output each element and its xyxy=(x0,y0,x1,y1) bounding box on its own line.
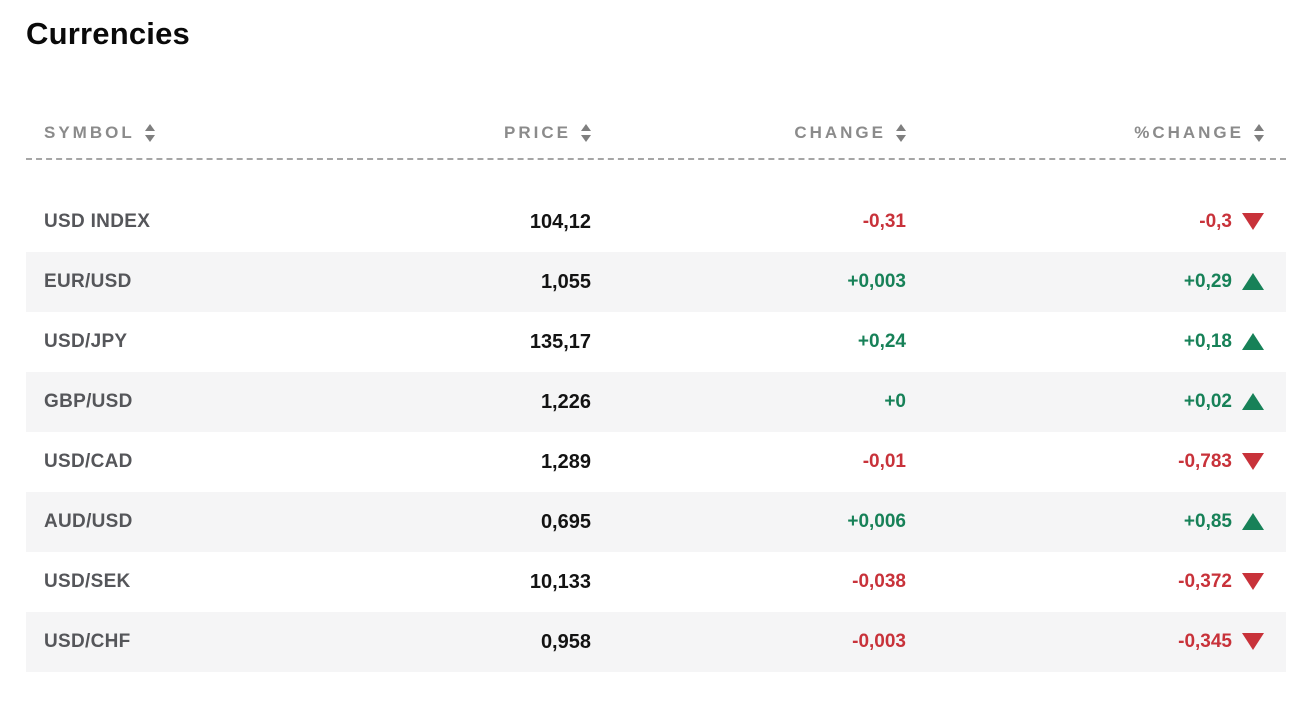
column-header-pct-change[interactable]: %CHANGE xyxy=(906,123,1286,143)
column-header-price[interactable]: PRICE xyxy=(341,123,591,143)
symbol-cell: AUD/USD xyxy=(44,511,133,532)
column-header-change[interactable]: CHANGE xyxy=(591,123,906,143)
triangle-up-icon xyxy=(1242,272,1264,290)
column-header-pct-change-label: %CHANGE xyxy=(1134,123,1244,142)
symbol-cell: USD/CAD xyxy=(44,451,133,472)
table-row[interactable]: EUR/USD 1,055 +0,003 +0,29 xyxy=(26,252,1286,312)
pct-change-cell: -0,783 xyxy=(906,451,1286,473)
symbol-cell: USD INDEX xyxy=(44,211,151,232)
column-header-price-label: PRICE xyxy=(504,123,571,142)
pct-change-value: -0,3 xyxy=(1199,211,1232,232)
change-cell: +0 xyxy=(884,391,906,412)
pct-change-value: +0,29 xyxy=(1183,271,1232,292)
pct-change-value: +0,85 xyxy=(1183,511,1232,532)
pct-change-cell: -0,372 xyxy=(906,571,1286,593)
sort-arrows-icon xyxy=(144,124,155,142)
table-row[interactable]: GBP/USD 1,226 +0 +0,02 xyxy=(26,372,1286,432)
triangle-up-icon xyxy=(1242,332,1264,350)
price-cell: 104,12 xyxy=(529,210,591,233)
change-cell: +0,003 xyxy=(847,271,906,292)
table-row[interactable]: USD/JPY 135,17 +0,24 +0,18 xyxy=(26,312,1286,372)
pct-change-value: +0,02 xyxy=(1183,391,1232,412)
price-cell: 1,055 xyxy=(540,270,591,293)
price-cell: 1,289 xyxy=(540,450,591,473)
column-header-symbol-label: SYMBOL xyxy=(44,123,135,142)
table-row[interactable]: USD/SEK 10,133 -0,038 -0,372 xyxy=(26,552,1286,612)
symbol-cell: EUR/USD xyxy=(44,271,132,292)
triangle-up-icon xyxy=(1242,512,1264,530)
triangle-down-icon xyxy=(1242,212,1264,230)
pct-change-cell: -0,3 xyxy=(906,211,1286,233)
sort-arrows-icon xyxy=(1254,124,1264,142)
pct-change-value: -0,783 xyxy=(1178,451,1232,472)
page-title: Currencies xyxy=(26,16,190,51)
change-cell: +0,006 xyxy=(847,511,906,532)
triangle-down-icon xyxy=(1242,572,1264,590)
pct-change-value: +0,18 xyxy=(1183,331,1232,352)
symbol-cell: USD/CHF xyxy=(44,631,131,652)
pct-change-cell: +0,02 xyxy=(906,391,1286,413)
table-row[interactable]: USD/CAD 1,289 -0,01 -0,783 xyxy=(26,432,1286,492)
price-cell: 0,695 xyxy=(540,510,591,533)
price-cell: 1,226 xyxy=(540,390,591,413)
table-row[interactable]: USD INDEX 104,12 -0,31 -0,3 xyxy=(26,192,1286,252)
price-cell: 10,133 xyxy=(529,570,591,593)
change-cell: -0,003 xyxy=(852,631,906,652)
symbol-cell: USD/SEK xyxy=(44,571,131,592)
triangle-down-icon xyxy=(1242,632,1264,650)
column-header-change-label: CHANGE xyxy=(794,123,886,142)
symbol-cell: GBP/USD xyxy=(44,391,133,412)
table-header-row: SYMBOL PRICE CHANGE %CHANGE xyxy=(26,108,1286,160)
pct-change-cell: +0,85 xyxy=(906,511,1286,533)
sort-arrows-icon xyxy=(581,124,591,142)
pct-change-cell: +0,29 xyxy=(906,271,1286,293)
currencies-widget: Currencies SYMBOL PRICE CHANGE %CHANGE U… xyxy=(0,16,1308,728)
sort-arrows-icon xyxy=(896,124,906,142)
table-row[interactable]: USD/CHF 0,958 -0,003 -0,345 xyxy=(26,612,1286,672)
triangle-up-icon xyxy=(1242,392,1264,410)
symbol-cell: USD/JPY xyxy=(44,331,128,352)
table-row[interactable]: AUD/USD 0,695 +0,006 +0,85 xyxy=(26,492,1286,552)
change-cell: -0,31 xyxy=(862,211,906,232)
pct-change-cell: +0,18 xyxy=(906,331,1286,353)
price-cell: 0,958 xyxy=(540,630,591,653)
change-cell: -0,01 xyxy=(862,451,906,472)
pct-change-value: -0,372 xyxy=(1178,571,1232,592)
change-cell: -0,038 xyxy=(852,571,906,592)
pct-change-cell: -0,345 xyxy=(906,631,1286,653)
table-body: USD INDEX 104,12 -0,31 -0,3 EUR/USD 1,05… xyxy=(26,192,1286,672)
price-cell: 135,17 xyxy=(529,330,591,353)
column-header-symbol[interactable]: SYMBOL xyxy=(26,123,341,143)
pct-change-value: -0,345 xyxy=(1178,631,1232,652)
triangle-down-icon xyxy=(1242,452,1264,470)
currencies-table: SYMBOL PRICE CHANGE %CHANGE USD INDEX 10… xyxy=(26,108,1286,672)
change-cell: +0,24 xyxy=(857,331,906,352)
